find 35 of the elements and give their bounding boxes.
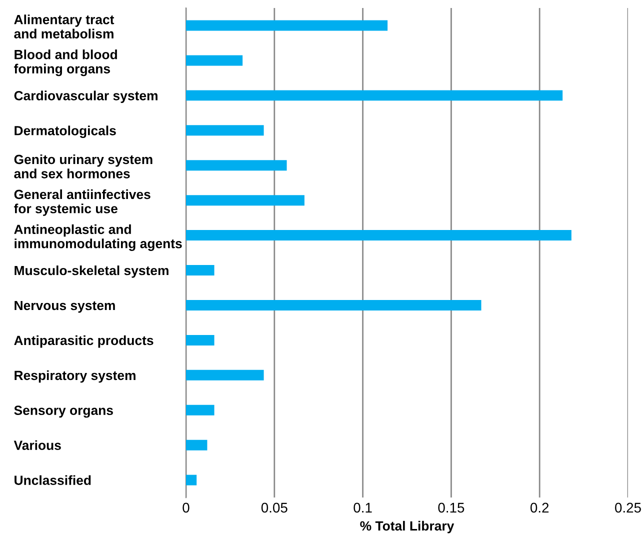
bar bbox=[186, 230, 572, 241]
bar bbox=[186, 20, 388, 31]
bar bbox=[186, 265, 214, 276]
y-tick-label: Nervous system bbox=[14, 300, 115, 313]
y-tick-label: Blood and blood forming organs bbox=[14, 50, 117, 76]
y-tick-label: Respiratory system bbox=[14, 370, 136, 383]
bar bbox=[186, 55, 243, 66]
y-tick-label: Unclassified bbox=[14, 475, 91, 485]
x-tick-label: 0.2 bbox=[530, 502, 549, 513]
bar bbox=[186, 195, 304, 206]
x-tick-label: 0.15 bbox=[438, 502, 464, 513]
bar bbox=[186, 404, 214, 416]
bar bbox=[186, 300, 482, 310]
bar bbox=[186, 370, 264, 380]
bar bbox=[186, 160, 287, 171]
bar bbox=[186, 440, 208, 450]
y-tick-label: Cardiovascular system bbox=[14, 90, 158, 103]
x-tick-label: 0.25 bbox=[615, 502, 641, 513]
y-tick-label: Various bbox=[14, 440, 61, 450]
bar bbox=[186, 125, 264, 136]
y-tick-label: Dermatologicals bbox=[14, 126, 116, 138]
x-axis-title: % Total Library bbox=[360, 520, 454, 534]
y-tick-label: Sensory organs bbox=[14, 406, 113, 418]
x-tick-label: 0.1 bbox=[354, 502, 372, 513]
y-tick-label: Antineoplastic and immunomodulating agents bbox=[14, 224, 182, 251]
y-tick-label: Musculo-skeletal system bbox=[14, 265, 168, 278]
y-tick-label: Genito urinary system and sex hormones bbox=[14, 154, 152, 178]
y-tick-label: Alimentary tract and metabolism bbox=[14, 14, 114, 38]
y-tick-label: Antiparasitic products bbox=[14, 335, 154, 348]
bar bbox=[186, 90, 563, 101]
bar bbox=[186, 474, 197, 486]
bar bbox=[186, 334, 214, 346]
y-tick-label: General antiinfectives for systemic use bbox=[14, 189, 150, 216]
x-tick-label: 0 bbox=[182, 502, 190, 513]
x-tick-label: 0.05 bbox=[261, 502, 288, 513]
